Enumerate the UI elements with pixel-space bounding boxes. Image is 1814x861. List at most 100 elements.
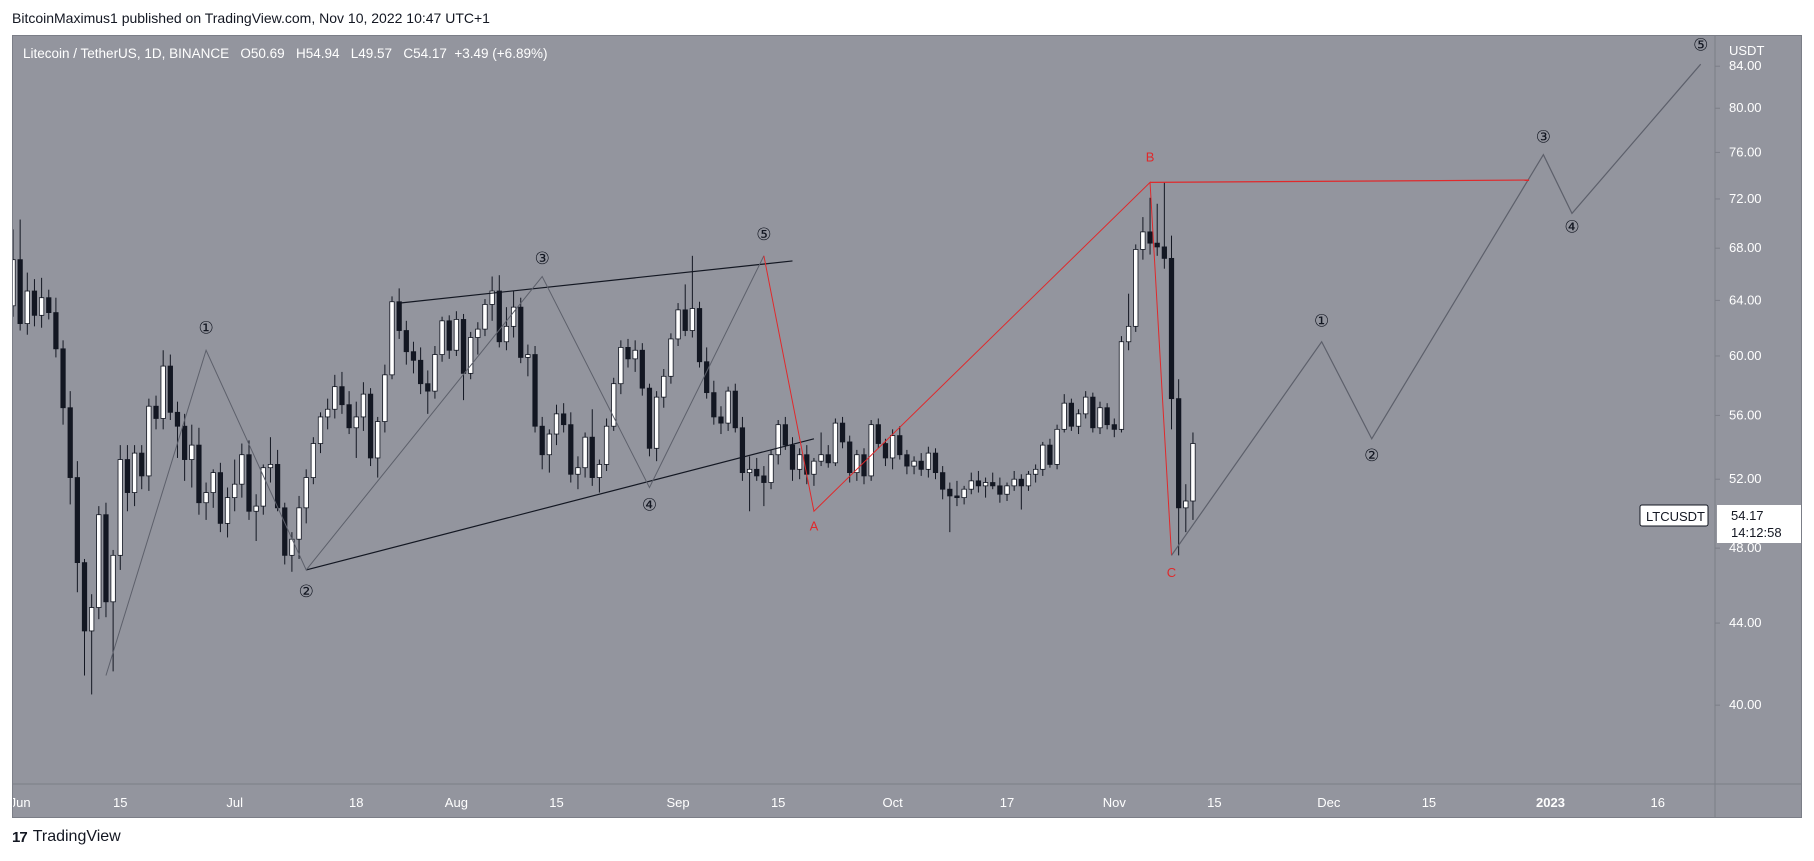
- candle-body: [582, 436, 588, 469]
- time-tick-label: Oct: [882, 795, 903, 810]
- axes-layer: USDT: [13, 36, 1801, 817]
- candle-body: [718, 416, 724, 424]
- wave-label: A: [810, 518, 819, 533]
- candle: [89, 594, 95, 695]
- candle-body: [761, 475, 767, 483]
- candle-body: [704, 361, 710, 394]
- wedge-lower-trendline[interactable]: [306, 438, 815, 571]
- candle: [1033, 464, 1039, 483]
- time-tick-label: 15: [1422, 795, 1436, 810]
- candle-body: [1018, 478, 1024, 487]
- candle-body: [432, 354, 438, 392]
- candle: [382, 364, 388, 433]
- candle-body: [389, 301, 395, 376]
- candle: [24, 272, 30, 335]
- candle-body: [81, 562, 88, 632]
- candle: [503, 307, 510, 351]
- candlestick-chart[interactable]: ① ② ③ ④ ⑤ A B C ① ② ③ ④ ⑤ USDT 84.00 80.00 76.00 72.00 6…: [13, 36, 1801, 817]
- price-axis-currency: USDT: [1729, 43, 1764, 58]
- candle-body: [425, 383, 431, 392]
- last-price-marker: LTCUSDT 54.17 14:12:58: [1639, 504, 1801, 543]
- candle: [975, 470, 982, 493]
- candle: [932, 448, 939, 480]
- candle-body: [632, 349, 638, 360]
- candle-body: [1061, 402, 1067, 430]
- candle-body: [940, 472, 946, 490]
- candle-body: [925, 452, 931, 470]
- candle-body: [167, 365, 173, 413]
- candle-body: [210, 472, 216, 493]
- candle: [639, 343, 645, 396]
- chart-area[interactable]: ① ② ③ ④ ⑤ A B C ① ② ③ ④ ⑤ USDT 84.00 80.00 76.00 72.00 6…: [12, 35, 1802, 818]
- candle-body: [568, 424, 574, 475]
- candle: [46, 289, 52, 320]
- candle-body: [1075, 413, 1082, 427]
- candle: [1040, 441, 1046, 476]
- candle: [1011, 470, 1017, 491]
- wave-label: ③: [1536, 127, 1551, 146]
- candle: [396, 288, 402, 339]
- candle-body: [1025, 473, 1032, 487]
- candle-body: [1083, 396, 1089, 415]
- candle-body: [74, 477, 80, 564]
- candle: [1097, 401, 1103, 435]
- candle-body: [847, 441, 853, 474]
- candle-body: [990, 482, 996, 487]
- candle: [682, 284, 688, 337]
- projection-wave-path[interactable]: [1171, 63, 1702, 556]
- candle: [375, 416, 381, 478]
- candle-body: [725, 390, 731, 424]
- candle: [196, 427, 202, 515]
- candle: [746, 456, 753, 512]
- candle: [754, 457, 760, 481]
- wave-label: ②: [1364, 446, 1379, 465]
- candle: [182, 413, 188, 481]
- time-tick-label: 16: [1651, 795, 1665, 810]
- candle-body: [553, 413, 560, 435]
- candle-body: [825, 454, 831, 464]
- candle: [174, 401, 181, 458]
- candle-body: [24, 290, 30, 324]
- candle: [739, 416, 746, 481]
- candle: [911, 456, 917, 475]
- candle-body: [325, 408, 331, 418]
- wave-label: ②: [299, 582, 314, 601]
- candle: [1090, 392, 1096, 433]
- candle-body: [1033, 468, 1039, 475]
- candle: [1111, 418, 1117, 438]
- candle-body: [732, 390, 738, 429]
- candle: [882, 438, 889, 467]
- candle-body: [489, 290, 495, 305]
- candle: [618, 340, 624, 395]
- candle: [918, 453, 924, 476]
- footer-branding[interactable]: 17 TradingView: [12, 828, 121, 846]
- candle: [675, 303, 681, 346]
- wedge-upper-trendline[interactable]: [399, 260, 793, 304]
- time-tick-label: 15: [113, 795, 127, 810]
- candle: [1147, 197, 1153, 255]
- candle-body: [1047, 444, 1053, 465]
- time-tick-label: 15: [549, 795, 563, 810]
- candle-body: [532, 354, 538, 427]
- candle-body: [124, 459, 131, 493]
- candle: [603, 418, 610, 471]
- candle-body: [353, 416, 359, 429]
- candle-body: [854, 454, 860, 474]
- resistance-line[interactable]: [1150, 179, 1530, 183]
- candle-body: [525, 354, 531, 358]
- candle-body: [1104, 407, 1110, 426]
- candle: [761, 466, 767, 507]
- candle: [668, 333, 674, 384]
- candle-body: [468, 337, 474, 374]
- candle: [224, 487, 231, 538]
- impulse-wave-path[interactable]: [105, 255, 765, 676]
- candle: [303, 469, 309, 524]
- abc-correction-path[interactable]: [763, 181, 1173, 556]
- candle: [768, 449, 774, 490]
- candle-body: [117, 459, 123, 556]
- symbol-name: Litecoin / TetherUS, 1D, BINANCE: [23, 46, 230, 61]
- candle: [446, 315, 452, 359]
- price-tick-label: 40.00: [1729, 697, 1762, 712]
- candle-body: [1004, 485, 1010, 495]
- candle-body: [768, 454, 774, 483]
